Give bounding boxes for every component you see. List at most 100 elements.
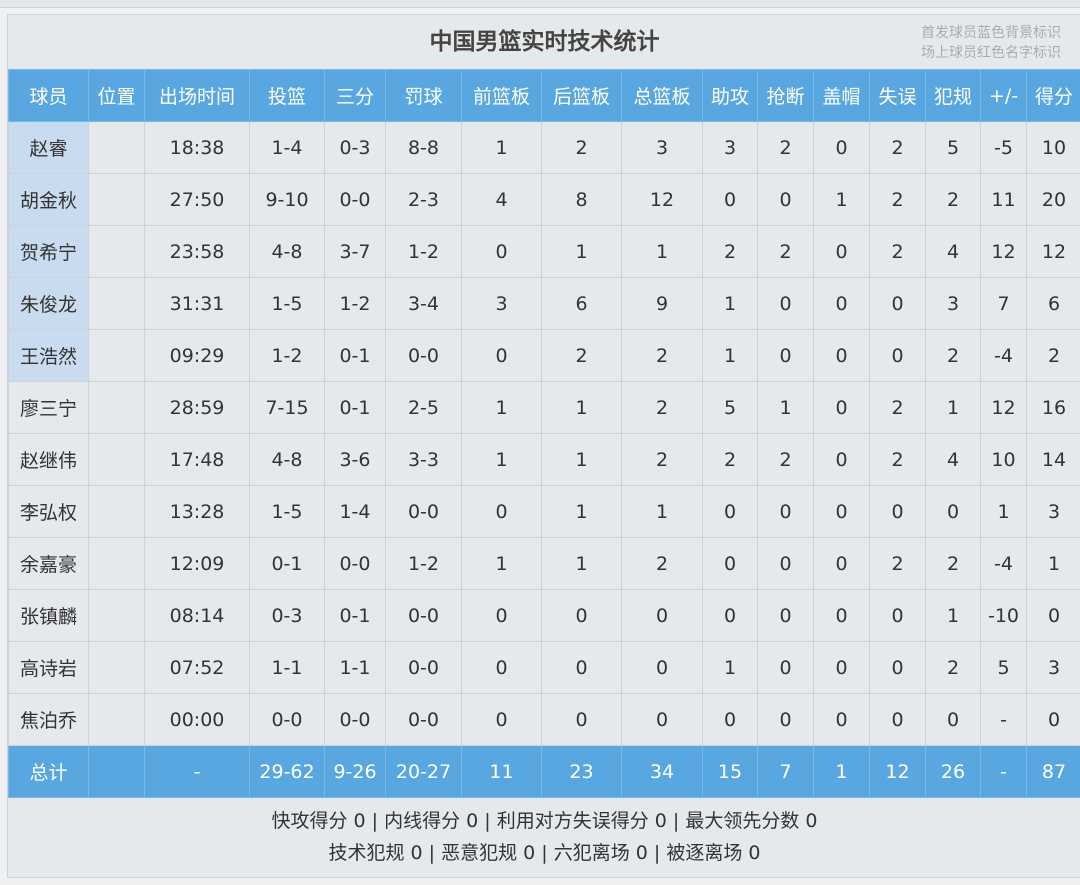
- stat-cell: 2: [541, 121, 622, 174]
- stat-cell: 0: [541, 693, 622, 746]
- stat-cell: 1: [541, 537, 622, 590]
- stat-cell: 2: [621, 537, 703, 590]
- stat-cell: 0-0: [385, 329, 462, 382]
- stat-cell: [88, 329, 145, 382]
- stat-cell: 2: [925, 173, 981, 226]
- stat-cell: 7: [980, 277, 1027, 330]
- stat-cell: 0: [813, 693, 870, 746]
- stat-cell: 13:28: [144, 485, 250, 538]
- stat-cell: 12: [1026, 225, 1080, 278]
- stat-cell: 0-0: [324, 693, 386, 746]
- stat-cell: 11: [980, 173, 1027, 226]
- stat-cell: 0: [757, 173, 814, 226]
- stat-cell: 0-0: [385, 589, 462, 642]
- stat-cell: [88, 173, 145, 226]
- stat-cell: 0: [702, 693, 758, 746]
- stat-cell: 2: [621, 381, 703, 434]
- stat-cell: 2: [925, 641, 981, 694]
- stat-cell: 2: [925, 329, 981, 382]
- stat-cell: 0-1: [324, 381, 386, 434]
- stat-cell: 1: [925, 381, 981, 434]
- stat-cell: 0: [702, 485, 758, 538]
- stat-cell: 1: [541, 381, 622, 434]
- total-cell: 12: [869, 745, 926, 798]
- stat-cell: 3: [702, 121, 758, 174]
- stat-cell: 3: [1026, 485, 1080, 538]
- stat-cell: [88, 381, 145, 434]
- stat-cell: 0: [813, 277, 870, 330]
- stat-cell: 0: [702, 589, 758, 642]
- stat-cell: 6: [541, 277, 622, 330]
- stat-cell: 0: [757, 641, 814, 694]
- stat-cell: 23:58: [144, 225, 250, 278]
- stat-cell: 17:48: [144, 433, 250, 486]
- stat-cell: 0: [461, 589, 542, 642]
- player-name: 王浩然: [8, 329, 89, 382]
- stat-cell: 2: [869, 225, 926, 278]
- stat-cell: 8-8: [385, 121, 462, 174]
- total-cell: 1: [813, 745, 870, 798]
- player-row: 朱俊龙 31:31 1-5 1-2 3-4 3 6 9 1 0 0 0 3 7 6: [8, 277, 1080, 330]
- footer-line-2: 技术犯规 0 | 恶意犯规 0 | 六犯离场 0 | 被逐离场 0: [328, 842, 761, 864]
- stat-cell: 1: [461, 537, 542, 590]
- stat-cell: 0: [757, 537, 814, 590]
- stat-cell: 3: [925, 277, 981, 330]
- player-name: 李弘权: [8, 485, 89, 538]
- total-cell: -: [980, 745, 1027, 798]
- stat-cell: 1-4: [324, 485, 386, 538]
- stat-cell: [88, 225, 145, 278]
- legend-starter: 首发球员蓝色背景标识: [921, 25, 1061, 41]
- stat-cell: 0-1: [324, 329, 386, 382]
- stat-cell: 0: [757, 693, 814, 746]
- page-title: 中国男篮实时技术统计: [429, 29, 660, 55]
- player-row: 胡金秋 27:50 9-10 0-0 2-3 4 8 12 0 0 1 2 2 11 20: [8, 173, 1080, 226]
- stats-panel: 中国男篮实时技术统计 首发球员蓝色背景标识 场上球员红色名字标识 球员 位置 出场时…: [7, 14, 1080, 878]
- stat-cell: 0: [869, 329, 926, 382]
- stat-cell: 0-0: [324, 173, 386, 226]
- stat-cell: 5: [702, 381, 758, 434]
- player-row: 张镇麟 08:14 0-3 0-1 0-0 0 0 0 0 0 0 0 1 -10 0: [8, 589, 1080, 642]
- stat-cell: 0: [621, 589, 703, 642]
- player-name: 赵继伟: [8, 433, 89, 486]
- legend-on-court: 场上球员红色名字标识: [921, 45, 1061, 61]
- stat-cell: 2-5: [385, 381, 462, 434]
- player-name: 贺希宁: [8, 225, 89, 278]
- stat-cell: 2: [757, 225, 814, 278]
- stat-cell: 1: [541, 433, 622, 486]
- total-cell: 15: [702, 745, 758, 798]
- stat-cell: 0: [541, 589, 622, 642]
- stat-cell: 4: [925, 225, 981, 278]
- stat-cell: 1: [461, 121, 542, 174]
- stat-cell: 0: [461, 225, 542, 278]
- player-row: 廖三宁 28:59 7-15 0-1 2-5 1 1 2 5 1 0 2 1 12 16: [8, 381, 1080, 434]
- stat-cell: 6: [1026, 277, 1080, 330]
- stat-cell: 12: [621, 173, 703, 226]
- stat-cell: 0: [813, 589, 870, 642]
- column-header: 投篮: [249, 69, 325, 122]
- stat-cell: 4-8: [249, 225, 325, 278]
- stat-cell: 10: [1026, 121, 1080, 174]
- stat-cell: 1: [621, 485, 703, 538]
- stat-cell: 31:31: [144, 277, 250, 330]
- stat-cell: 2: [869, 121, 926, 174]
- stat-cell: -10: [980, 589, 1027, 642]
- stat-cell: 0: [869, 485, 926, 538]
- column-header: 罚球: [385, 69, 462, 122]
- stat-cell: 0: [461, 329, 542, 382]
- player-row: 赵继伟 17:48 4-8 3-6 3-3 1 1 2 2 2 0 2 4 10 14: [8, 433, 1080, 486]
- stat-cell: 9-10: [249, 173, 325, 226]
- stat-cell: 3-6: [324, 433, 386, 486]
- total-cell: -: [144, 745, 250, 798]
- stat-cell: 12: [980, 225, 1027, 278]
- stat-cell: [88, 121, 145, 174]
- player-name: 余嘉豪: [8, 537, 89, 590]
- stat-cell: 1-2: [324, 277, 386, 330]
- legend: 首发球员蓝色背景标识 场上球员红色名字标识: [921, 23, 1061, 63]
- stat-cell: 08:14: [144, 589, 250, 642]
- stat-cell: -5: [980, 121, 1027, 174]
- total-cell: 总计: [8, 745, 89, 798]
- stat-cell: 0-1: [324, 589, 386, 642]
- stat-cell: 09:29: [144, 329, 250, 382]
- total-cell: 87: [1026, 745, 1080, 798]
- total-cell: 29-62: [249, 745, 325, 798]
